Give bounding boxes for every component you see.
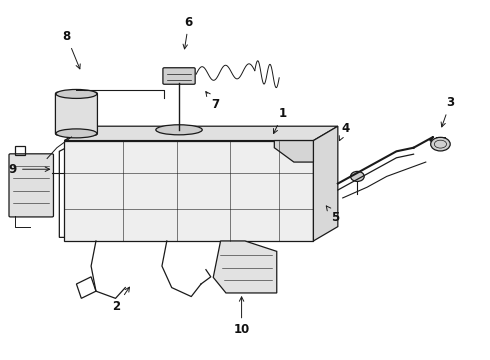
- Text: 4: 4: [339, 122, 349, 141]
- Polygon shape: [64, 126, 338, 140]
- Text: 2: 2: [112, 287, 129, 313]
- Text: 10: 10: [233, 297, 250, 336]
- Ellipse shape: [156, 125, 202, 135]
- Text: 7: 7: [206, 92, 220, 111]
- Text: 1: 1: [273, 107, 287, 134]
- Ellipse shape: [431, 137, 450, 151]
- Text: 8: 8: [63, 30, 80, 69]
- Ellipse shape: [350, 171, 364, 181]
- Polygon shape: [64, 140, 314, 241]
- Text: 3: 3: [441, 96, 454, 127]
- FancyBboxPatch shape: [9, 154, 53, 217]
- FancyBboxPatch shape: [55, 92, 98, 135]
- Text: 5: 5: [326, 206, 340, 224]
- Ellipse shape: [56, 129, 97, 138]
- Polygon shape: [314, 126, 338, 241]
- Ellipse shape: [56, 89, 97, 98]
- Polygon shape: [274, 140, 314, 162]
- Polygon shape: [213, 241, 277, 293]
- FancyBboxPatch shape: [163, 68, 195, 84]
- Text: 6: 6: [183, 16, 193, 49]
- Text: 9: 9: [9, 163, 49, 176]
